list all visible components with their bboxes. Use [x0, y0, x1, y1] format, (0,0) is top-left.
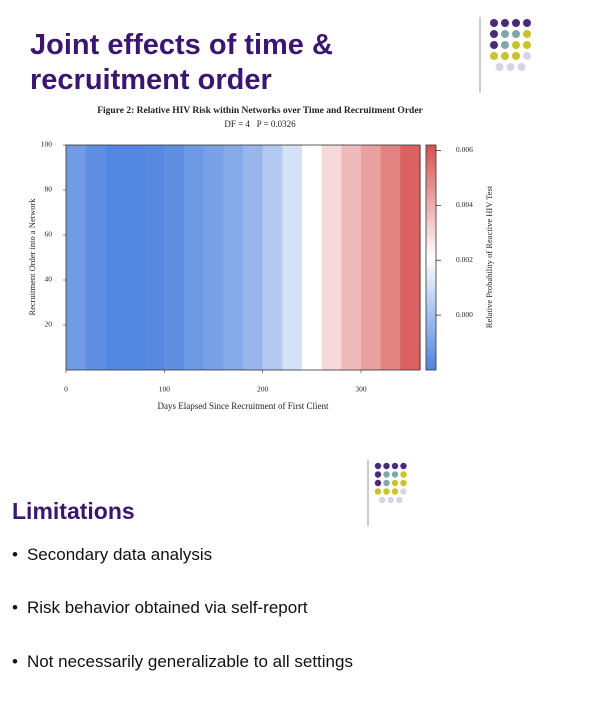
bullet: Risk behavior obtained via self-report — [12, 598, 308, 618]
logo-dot — [374, 462, 382, 470]
logo-dot — [501, 30, 509, 38]
colorbar-label: Relative Probability of Reactive HIV Tes… — [484, 185, 494, 328]
logo-dot — [400, 471, 407, 478]
logo-dot — [506, 63, 515, 71]
logo-dot — [490, 30, 498, 38]
heat-cell — [203, 145, 224, 370]
y-axis-label: Recruitment Order into a Network — [27, 198, 37, 316]
y-tick-label: 60 — [45, 230, 53, 239]
logo-dot — [501, 19, 509, 27]
logo-dot — [383, 488, 390, 495]
logo-dot — [391, 488, 399, 495]
logo-dot — [490, 19, 498, 27]
heat-cell — [184, 145, 205, 370]
figure-subtitle: DF = 4 P = 0.0326 — [224, 119, 296, 129]
logo-dot — [490, 52, 498, 60]
heat-cell — [144, 145, 165, 370]
logo-dot — [387, 496, 394, 504]
heat-cell — [125, 145, 146, 370]
logo-dot — [523, 19, 531, 27]
x-tick-label: 300 — [355, 385, 367, 394]
logo-dot — [512, 41, 520, 49]
figure-title: Figure 2: Relative HIV Risk within Netwo… — [97, 106, 423, 116]
logo-dot — [495, 63, 504, 71]
heat-cell — [321, 145, 342, 370]
heat-cell — [380, 145, 401, 370]
logo-dot — [490, 41, 498, 49]
logo-dot — [400, 462, 407, 470]
logo-dot — [400, 488, 407, 495]
logo-dot — [379, 496, 386, 504]
logo-dot — [374, 471, 382, 478]
heat-cell — [262, 145, 283, 370]
heat-cell — [85, 145, 106, 370]
logo-dot — [391, 462, 399, 470]
logo-dot — [512, 19, 520, 27]
heat-cell — [400, 145, 421, 370]
y-tick-label: 40 — [45, 275, 53, 284]
logo-dot — [391, 471, 399, 478]
logo — [479, 17, 531, 93]
logo-dot — [501, 41, 509, 49]
chart: Figure 2: Relative HIV Risk within Netwo… — [27, 106, 494, 411]
logo-dot — [523, 30, 531, 38]
logo-dot — [400, 479, 407, 487]
plot-frame — [65, 144, 421, 371]
heat-cell — [243, 145, 264, 370]
colorbar — [425, 144, 437, 371]
logo-dot — [512, 52, 520, 60]
logo-dot — [374, 479, 382, 487]
logo-dot — [523, 41, 531, 49]
logo-dot — [391, 479, 399, 487]
y-tick-label: 100 — [41, 140, 53, 149]
bullet: Not necessarily generalizable to all set… — [12, 652, 353, 672]
y-tick-label: 20 — [45, 320, 53, 329]
heat-cell — [282, 145, 303, 370]
x-tick-label: 200 — [257, 385, 269, 394]
y-tick-label: 80 — [45, 185, 53, 194]
logo-dot — [501, 52, 509, 60]
heat-cell — [341, 145, 362, 370]
logo-dot — [374, 488, 382, 495]
logo-dot — [383, 471, 390, 478]
logo-dot — [523, 52, 531, 60]
slide-title: Joint effects of time & recruitment orde… — [30, 29, 333, 96]
bullet: Secondary data analysis — [12, 545, 212, 565]
logo-dot — [396, 496, 403, 504]
logo — [367, 460, 407, 526]
colorbar-tick-label: 0.004 — [456, 200, 473, 209]
x-tick-label: 0 — [64, 385, 68, 394]
heat-cell — [164, 145, 185, 370]
colorbar-tick-label: 0.002 — [456, 255, 473, 264]
x-axis-label: Days Elapsed Since Recruitment of First … — [158, 401, 329, 411]
heat-cell — [361, 145, 382, 370]
colorbar-tick-label: 0.000 — [456, 310, 473, 319]
logo-dot — [512, 30, 520, 38]
x-tick-label: 100 — [159, 385, 171, 394]
section-title: Limitations — [12, 498, 135, 524]
heat-cell — [223, 145, 244, 370]
colorbar-tick-label: 0.006 — [456, 145, 473, 154]
logo-dot — [383, 479, 390, 487]
logo-dot — [517, 63, 526, 71]
logo-dot — [383, 462, 390, 470]
heat-cell — [105, 145, 126, 370]
heat-cell — [66, 145, 87, 370]
heat-cell — [302, 145, 323, 370]
